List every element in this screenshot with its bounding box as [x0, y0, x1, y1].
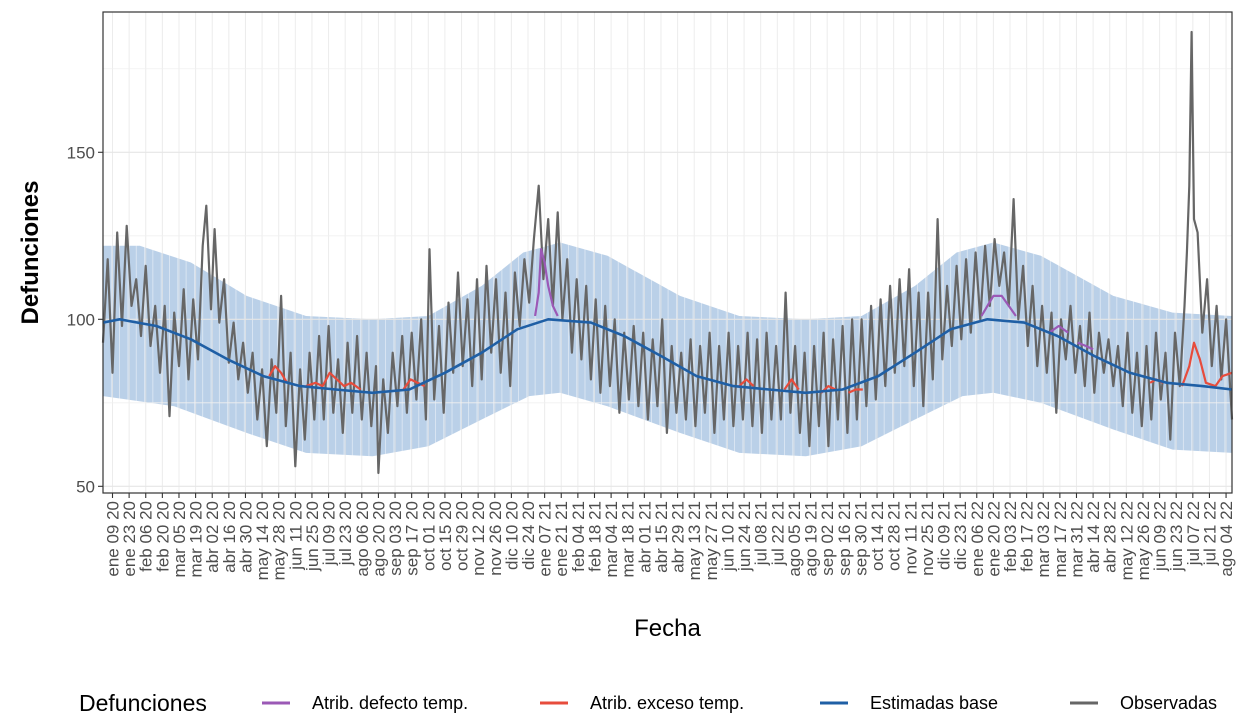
x-tick-label: jun 10 21	[719, 501, 738, 572]
x-tick-label: nov 12 20	[469, 501, 488, 576]
x-tick-label: ene 23 20	[120, 501, 139, 577]
legend-label: Atrib. defecto temp.	[312, 693, 468, 713]
x-tick-label: may 14 20	[253, 501, 272, 580]
series-lines	[101, 30, 1234, 475]
legend-label: Atrib. exceso temp.	[590, 693, 744, 713]
series-segment-atrib-exceso-temp	[268, 365, 288, 384]
grid-lines	[102, 12, 1232, 493]
x-tick-label: jul 21 22	[1200, 501, 1219, 566]
panel-border	[102, 11, 1233, 494]
x-tick-label: jun 23 22	[1167, 501, 1186, 572]
y-axis-title: Defunciones	[17, 180, 44, 324]
legend: Defunciones Atrib. defecto temp. Atrib. e…	[79, 690, 1217, 716]
y-tick-label: 150	[67, 143, 95, 162]
legend-label: Observadas	[1120, 693, 1217, 713]
series-segment-atrib-exceso-temp	[783, 378, 800, 391]
series-segment-atrib-defecto-temp	[1077, 341, 1094, 351]
x-tick-label: jun 25 20	[303, 501, 322, 572]
series-line-observadas	[101, 30, 1234, 475]
series-segment-atrib-defecto-temp	[534, 248, 559, 317]
x-tick-label: may 13 21	[685, 501, 704, 580]
x-tick-label: abr 02 20	[203, 501, 222, 573]
x-tick-label: jul 08 21	[752, 501, 771, 566]
x-tick-label: abr 16 20	[220, 501, 239, 573]
series-segment-atrib-exceso-temp	[305, 371, 362, 391]
x-tick-label: may 28 20	[270, 501, 289, 580]
x-tick-label: sep 30 21	[851, 501, 870, 576]
x-tick-label: ene 06 22	[968, 501, 987, 577]
x-tick-label: dic 10 20	[502, 501, 521, 570]
x-tick-label: feb 18 21	[586, 501, 605, 572]
x-tick-label: ago 05 21	[785, 501, 804, 577]
x-tick-label: ago 20 20	[369, 501, 388, 577]
x-tick-label: abr 30 20	[237, 501, 256, 573]
x-tick-label: jun 09 22	[1151, 501, 1170, 572]
x-tick-label: ago 06 20	[353, 501, 372, 577]
x-tick-label: mar 17 22	[1051, 501, 1070, 578]
x-tick-label: feb 20 20	[153, 501, 172, 572]
x-tick-label: oct 15 20	[436, 501, 455, 571]
x-tick-label: abr 29 21	[669, 501, 688, 573]
x-tick-label: abr 15 21	[652, 501, 671, 573]
series-segment-atrib-exceso-temp	[848, 388, 863, 394]
x-tick-label: nov 11 21	[901, 501, 920, 574]
x-tick-label: mar 18 21	[619, 501, 638, 578]
x-tick-label: feb 06 20	[137, 501, 156, 572]
x-tick-label: feb 04 21	[569, 501, 588, 572]
x-tick-label: jul 23 20	[336, 501, 355, 566]
x-tick-label: feb 03 22	[1001, 501, 1020, 572]
x-tick-label: mar 03 22	[1034, 501, 1053, 578]
x-tick-label: dic 24 20	[519, 501, 538, 570]
x-tick-label: ago 04 22	[1217, 501, 1236, 577]
x-tick-label: jun 11 20	[286, 501, 305, 571]
x-tick-label: mar 31 22	[1068, 501, 1087, 578]
x-tick-label: abr 14 22	[1084, 501, 1103, 573]
x-tick-label: may 26 22	[1134, 501, 1153, 580]
x-tick-label: mar 05 20	[170, 501, 189, 578]
x-tick-label: jul 22 21	[768, 501, 787, 566]
x-tick-label: ene 21 21	[552, 501, 571, 577]
y-tick-label: 50	[76, 477, 95, 496]
x-tick-label: oct 14 21	[868, 501, 887, 571]
legend-title: Defunciones	[79, 690, 207, 716]
x-tick-label: sep 16 21	[835, 501, 854, 576]
x-tick-label: ene 20 22	[984, 501, 1003, 577]
x-tick-label: may 12 22	[1117, 501, 1136, 580]
x-tick-label: abr 01 21	[635, 501, 654, 573]
x-tick-label: sep 03 20	[386, 501, 405, 576]
x-tick-label: jul 09 20	[320, 501, 339, 566]
x-tick-label: dic 23 21	[951, 501, 970, 570]
x-tick-label: ago 19 21	[802, 501, 821, 577]
legend-label: Estimadas base	[870, 693, 998, 713]
x-tick-label: dic 09 21	[935, 501, 954, 570]
x-tick-label: nov 26 20	[486, 501, 505, 576]
y-tick-label: 100	[67, 310, 95, 329]
series-line-estimadas-base	[102, 318, 1233, 395]
x-tick-label: sep 02 21	[818, 501, 837, 576]
x-tick-label: mar 04 21	[602, 501, 621, 578]
x-tick-label: mar 19 20	[187, 501, 206, 578]
x-tick-label: oct 28 21	[885, 501, 904, 571]
series-segment-atrib-exceso-temp	[738, 378, 755, 387]
series-segment-atrib-defecto-temp	[1048, 324, 1069, 334]
x-tick-label: abr 28 22	[1101, 501, 1120, 573]
x-tick-label: nov 25 21	[918, 501, 937, 576]
x-tick-label: ene 09 20	[104, 501, 123, 577]
x-tick-label: sep 17 20	[403, 501, 422, 576]
series-segment-atrib-exceso-temp	[1181, 341, 1233, 388]
x-tick-label: ene 07 21	[536, 501, 555, 577]
x-tick-label: feb 17 22	[1018, 501, 1037, 572]
x-tick-label: may 27 21	[702, 501, 721, 580]
x-tick-label: oct 29 20	[453, 501, 472, 571]
x-tick-label: jul 07 22	[1184, 501, 1203, 566]
x-tick-label: oct 01 20	[419, 501, 438, 571]
series-segment-atrib-defecto-temp	[980, 294, 1017, 317]
x-tick-label: jun 24 21	[735, 501, 754, 572]
x-axis-title: Fecha	[634, 615, 701, 642]
